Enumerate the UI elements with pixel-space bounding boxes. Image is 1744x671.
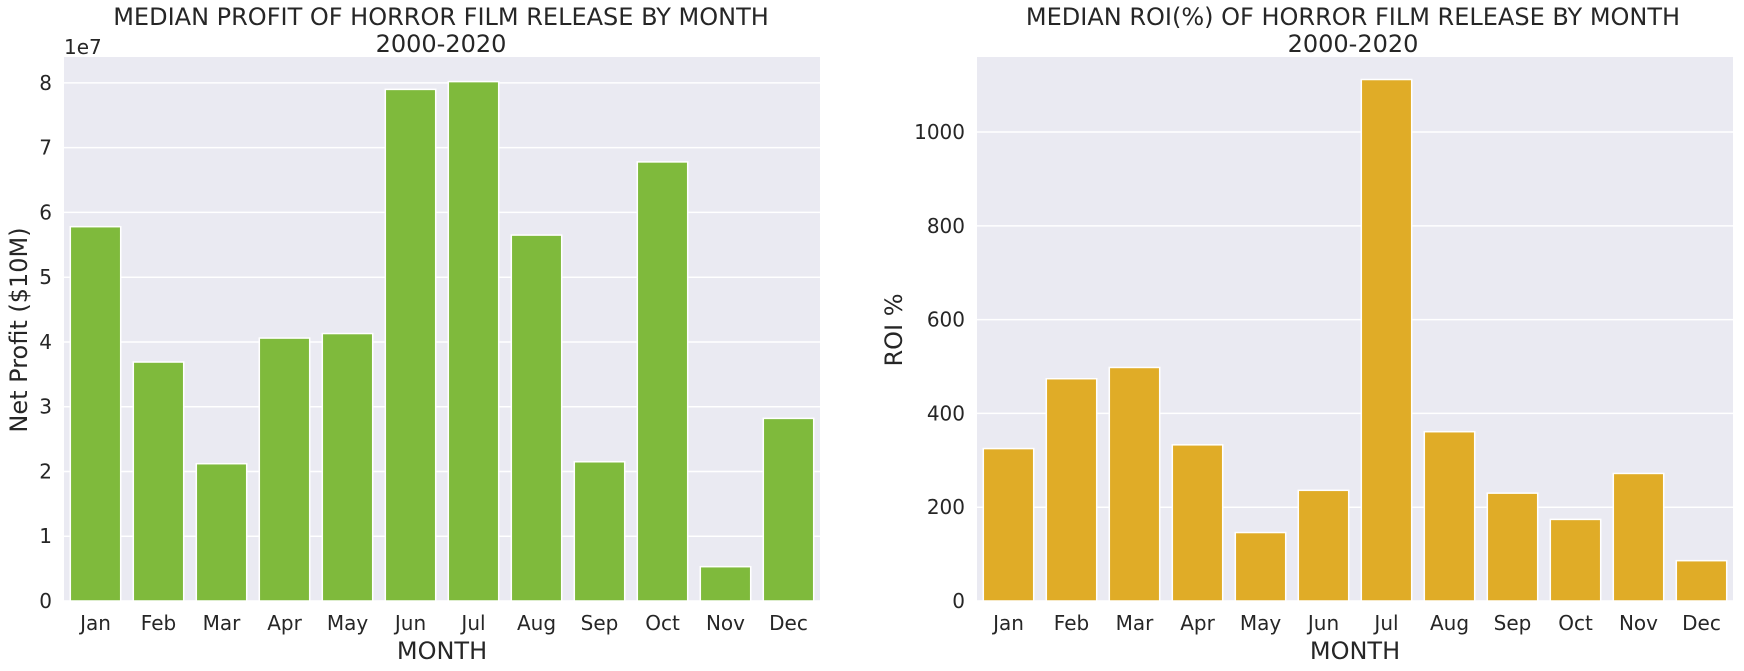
- x-tick-label: Mar: [203, 611, 242, 635]
- x-tick-label: Oct: [645, 611, 680, 635]
- x-tick-label: Apr: [1180, 611, 1215, 635]
- x-tick-label: Sep: [581, 611, 619, 635]
- bar: [132, 361, 185, 602]
- x-tick-label: Dec: [1682, 611, 1721, 635]
- chart-subtitle: 2000-2020: [376, 30, 507, 58]
- y-tick-label: 800: [927, 214, 965, 238]
- x-tick-label: Jul: [1372, 611, 1398, 635]
- y-tick-label: 1000: [914, 120, 965, 144]
- y-ticks: 0 200 400 600 800 1000: [914, 120, 965, 613]
- bar: [982, 447, 1035, 602]
- x-ticks: Jan Feb Mar Apr May Jun Jul Aug Sep Oct Nov Dec: [78, 611, 808, 635]
- gridlines: [977, 131, 1733, 602]
- x-tick-label: Apr: [267, 611, 302, 635]
- x-tick-label: Jul: [459, 611, 485, 635]
- x-tick-label: Aug: [1430, 611, 1469, 635]
- x-ticks: Jan Feb Mar Apr May Jun Jul Aug Sep Oct Nov Dec: [991, 611, 1721, 635]
- y-tick-label: 3: [39, 395, 52, 419]
- x-tick-label: Dec: [769, 611, 808, 635]
- y-axis-label: ROI %: [880, 293, 908, 366]
- bar: [573, 461, 626, 602]
- chart-title: MEDIAN ROI(%) OF HORROR FILM RELEASE BY …: [1026, 3, 1680, 31]
- x-tick-label: Feb: [141, 611, 176, 635]
- y-tick-label: 8: [39, 71, 52, 95]
- x-tick-label: May: [327, 611, 369, 635]
- bar: [636, 161, 689, 602]
- bar: [1234, 531, 1287, 602]
- chart-profit: MEDIAN PROFIT OF HORROR FILM RELEASE BY …: [5, 3, 820, 665]
- y-tick-label: 400: [927, 401, 965, 425]
- y-tick-label: 600: [927, 308, 965, 332]
- bar: [1486, 492, 1539, 602]
- x-tick-label: Jun: [1306, 611, 1339, 635]
- bar: [258, 337, 311, 602]
- x-tick-label: Jun: [393, 611, 426, 635]
- y-tick-label: 4: [39, 330, 52, 354]
- bar: [1612, 472, 1665, 602]
- y-ticks: 0 1 2 3 4 5 6 7 8: [39, 71, 52, 613]
- x-tick-label: Aug: [517, 611, 556, 635]
- bar: [1045, 377, 1098, 602]
- x-tick-label: Jan: [78, 611, 111, 635]
- x-tick-label: Oct: [1558, 611, 1593, 635]
- chart-roi: MEDIAN ROI(%) OF HORROR FILM RELEASE BY …: [880, 3, 1733, 665]
- bar: [762, 417, 815, 602]
- bar: [1108, 366, 1161, 602]
- plot-area: [977, 57, 1733, 601]
- y-tick-label: 5: [39, 265, 52, 289]
- x-tick-label: Feb: [1054, 611, 1089, 635]
- chart-title: MEDIAN PROFIT OF HORROR FILM RELEASE BY …: [113, 3, 769, 31]
- y-tick-label: 1: [39, 524, 52, 548]
- y-tick-label: 0: [952, 589, 965, 613]
- y-axis-label: Net Profit ($10M): [5, 227, 33, 432]
- bar: [447, 80, 500, 602]
- x-tick-label: Mar: [1116, 611, 1155, 635]
- bar: [195, 462, 248, 602]
- bar: [1423, 430, 1476, 602]
- bar: [1297, 489, 1350, 602]
- x-tick-label: Nov: [1619, 611, 1658, 635]
- x-tick-label: May: [1240, 611, 1282, 635]
- bar: [321, 332, 374, 602]
- x-tick-label: Sep: [1494, 611, 1532, 635]
- y-tick-label: 0: [39, 589, 52, 613]
- bar: [69, 225, 122, 602]
- gridlines: [64, 82, 820, 602]
- bar: [1171, 444, 1224, 602]
- y-tick-label: 2: [39, 459, 52, 483]
- bar: [1675, 559, 1728, 602]
- bar: [1549, 518, 1602, 602]
- bars: [69, 80, 815, 602]
- x-tick-label: Jan: [991, 611, 1024, 635]
- y-offset-label: 1e7: [64, 35, 102, 59]
- y-tick-label: 200: [927, 495, 965, 519]
- bar: [510, 234, 563, 602]
- bar: [699, 565, 752, 602]
- x-axis-label: MONTH: [397, 637, 487, 665]
- y-tick-label: 7: [39, 136, 52, 160]
- bars: [982, 78, 1728, 602]
- chart-subtitle: 2000-2020: [1288, 30, 1419, 58]
- bar: [384, 88, 437, 602]
- bar: [1360, 78, 1413, 602]
- x-axis-label: MONTH: [1310, 637, 1400, 665]
- y-tick-label: 6: [39, 200, 52, 224]
- x-tick-label: Nov: [706, 611, 745, 635]
